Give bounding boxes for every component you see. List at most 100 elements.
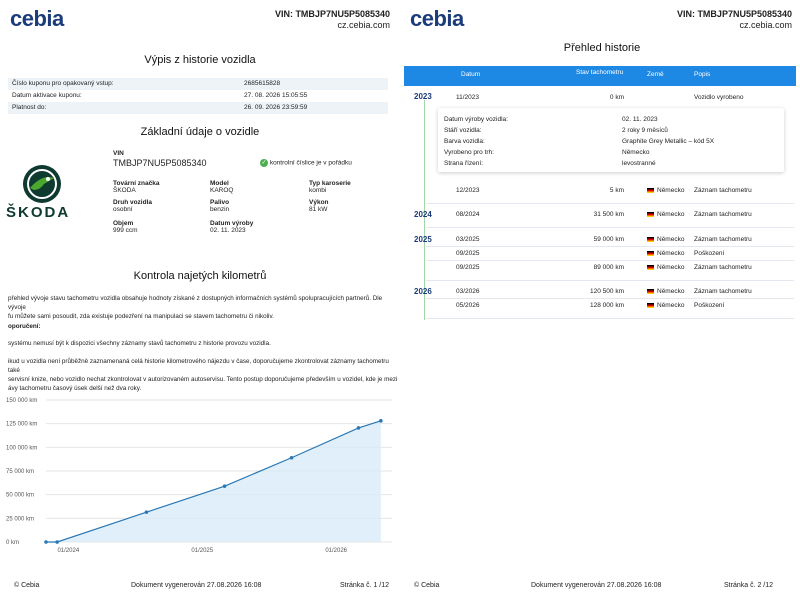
vin-label: VIN [113, 150, 124, 157]
field-body: Typ karoserie kombi [309, 180, 351, 194]
vehicle-detail-card: Datum výroby vozidla: 02. 11. 2023 Stáří… [438, 108, 784, 172]
chart-x-tick-label: 01/2026 [325, 548, 347, 554]
detail-label: Vyrobeno pro trh: [444, 149, 494, 156]
row-km: 5 km [609, 187, 624, 194]
row-desc: Záznam tachometru [694, 264, 752, 271]
chart-y-tick-label: 25 000 km [6, 516, 34, 522]
field-label: Výkon [309, 199, 329, 206]
checksum-status: ✓ kontrolní číslice je v pořádku [260, 159, 352, 167]
chart-y-tick-label: 50 000 km [6, 493, 34, 499]
col-country: Země [647, 71, 664, 78]
row-date: 12/2023 [456, 187, 480, 194]
detail-label: Datum výroby vozidla: [444, 116, 508, 123]
history-table-header: Datum Stav tachometru Země Popis [404, 66, 796, 86]
chart-data-point [55, 540, 59, 544]
km-para2-line: servisní knize, nebo vozidlo nechat zkon… [8, 376, 398, 383]
report-page-1: cebia VIN: TMBJP7NU5P5085340 cz.cebia.co… [6, 6, 400, 589]
footer-generated: Dokument vygenerován 27.08.2026 16:08 [531, 582, 662, 589]
field-volume: Objem 999 ccm [113, 220, 138, 234]
chart-y-tick-label: 75 000 km [6, 469, 34, 475]
check-icon: ✓ [260, 159, 268, 167]
row-date: 11/2023 [456, 94, 480, 101]
km-para2-line: ávy tachometru časový úsek delší než dva… [8, 385, 142, 392]
coupon-value: 2685615828 [244, 80, 281, 87]
row-divider [426, 203, 794, 204]
field-label: Typ karoserie [309, 180, 351, 187]
detail-value: 02. 11. 2023 [622, 116, 658, 123]
field-value: ŠKODA [113, 187, 136, 194]
row-divider [426, 280, 794, 281]
site-url: cz.cebia.com [739, 20, 792, 30]
chart-x-tick-label: 01/2024 [57, 548, 79, 554]
germany-flag-icon [647, 250, 654, 256]
footer-page-number: Stránka č. 1 /12 [340, 582, 390, 589]
row-desc: Poškození [694, 250, 725, 257]
row-km: 128 000 km [590, 302, 624, 309]
row-country: Německo [647, 302, 684, 309]
chart-y-tick-label: 0 km [6, 540, 19, 546]
mileage-chart: 0 km 25 000 km 50 000 km 75 000 km 100 000 k… [6, 398, 392, 554]
row-km: 31 500 km [593, 211, 624, 218]
report-page-2: cebia VIN: TMBJP7NU5P5085340 cz.cebia.co… [404, 0, 800, 600]
detail-label: Stáří vozidla: [444, 127, 482, 134]
coupon-value: 26. 09. 2026 23:59:59 [244, 104, 308, 111]
row-country: Německo [647, 187, 684, 194]
km-note-text: systému nemusí být k dispozici všechny z… [8, 340, 271, 347]
coupon-row: Číslo kuponu pro opakovaný vstup: 2685615… [8, 78, 388, 90]
year-label: 2023 [414, 92, 432, 101]
row-date: 09/2025 [456, 250, 480, 257]
row-date: 03/2025 [456, 236, 480, 243]
chart-data-point [379, 419, 383, 423]
row-km: 120 500 km [590, 288, 624, 295]
footer-page-number: Stránka č. 2 /12 [724, 582, 774, 589]
field-model: Model KAROQ [210, 180, 233, 194]
skoda-logo-text: ŠKODA [6, 204, 71, 221]
row-km: 89 000 km [593, 264, 624, 271]
detail-value: levostranné [622, 160, 656, 167]
field-value: 999 ccm [113, 227, 138, 234]
detail-label: Barva vozidla: [444, 138, 485, 145]
km-check-title: Kontrola najetých kilometrů [133, 270, 267, 282]
germany-flag-icon [647, 264, 654, 270]
footer-copyright: © Cebia [14, 582, 40, 589]
field-kind: Druh vozidla osobní [113, 199, 152, 213]
vin-value: TMBJP7NU5P5085340 [113, 158, 207, 168]
field-make: Tovární značka ŠKODA [113, 180, 159, 194]
germany-flag-icon [647, 211, 654, 217]
field-label: Tovární značka [113, 180, 160, 187]
field-label: Druh vozidla [113, 199, 153, 206]
field-manufacture-date: Datum výroby 02. 11. 2023 [210, 220, 253, 234]
field-value: KAROQ [210, 187, 234, 194]
row-country: Německo [647, 288, 684, 295]
km-note-heading: oporučení: [8, 323, 41, 330]
row-country: Německo [647, 264, 684, 271]
vin-header: VIN: TMBJP7NU5P5085340 cz.cebia.com [275, 9, 390, 31]
row-desc: Záznam tachometru [694, 236, 752, 243]
row-date: 03/2026 [456, 288, 480, 295]
field-value: 02. 11. 2023 [210, 227, 246, 234]
history-title: Přehled historie [563, 42, 641, 54]
detail-value: Německo [622, 149, 650, 156]
year-label: 2024 [414, 210, 432, 219]
field-value: osobní [113, 206, 133, 213]
coupon-label: Platnost do: [12, 104, 47, 111]
row-desc: Poškození [694, 302, 725, 309]
row-km: 0 km [609, 94, 624, 101]
cebia-logo: cebia [10, 6, 64, 31]
field-power: Výkon 81 kW [309, 199, 329, 213]
cebia-logo: cebia [410, 6, 464, 31]
year-label: 2025 [414, 235, 432, 244]
field-value: benzin [210, 206, 230, 213]
row-desc: Záznam tachometru [694, 211, 752, 218]
detail-value: 2 roky 9 měsíců [622, 127, 668, 134]
germany-flag-icon [647, 288, 654, 294]
field-value: 81 kW [309, 206, 328, 213]
field-label: Palivo [210, 199, 230, 206]
km-advice-text: ikud u vozidla není průběžně zaznamenaná… [8, 357, 400, 393]
row-country: Německo [647, 211, 684, 218]
row-desc: Vozidlo vyrobeno [694, 94, 744, 101]
field-label: Model [210, 180, 229, 187]
timeline-line [424, 100, 425, 320]
chart-data-point [289, 455, 294, 460]
row-divider [426, 227, 794, 228]
